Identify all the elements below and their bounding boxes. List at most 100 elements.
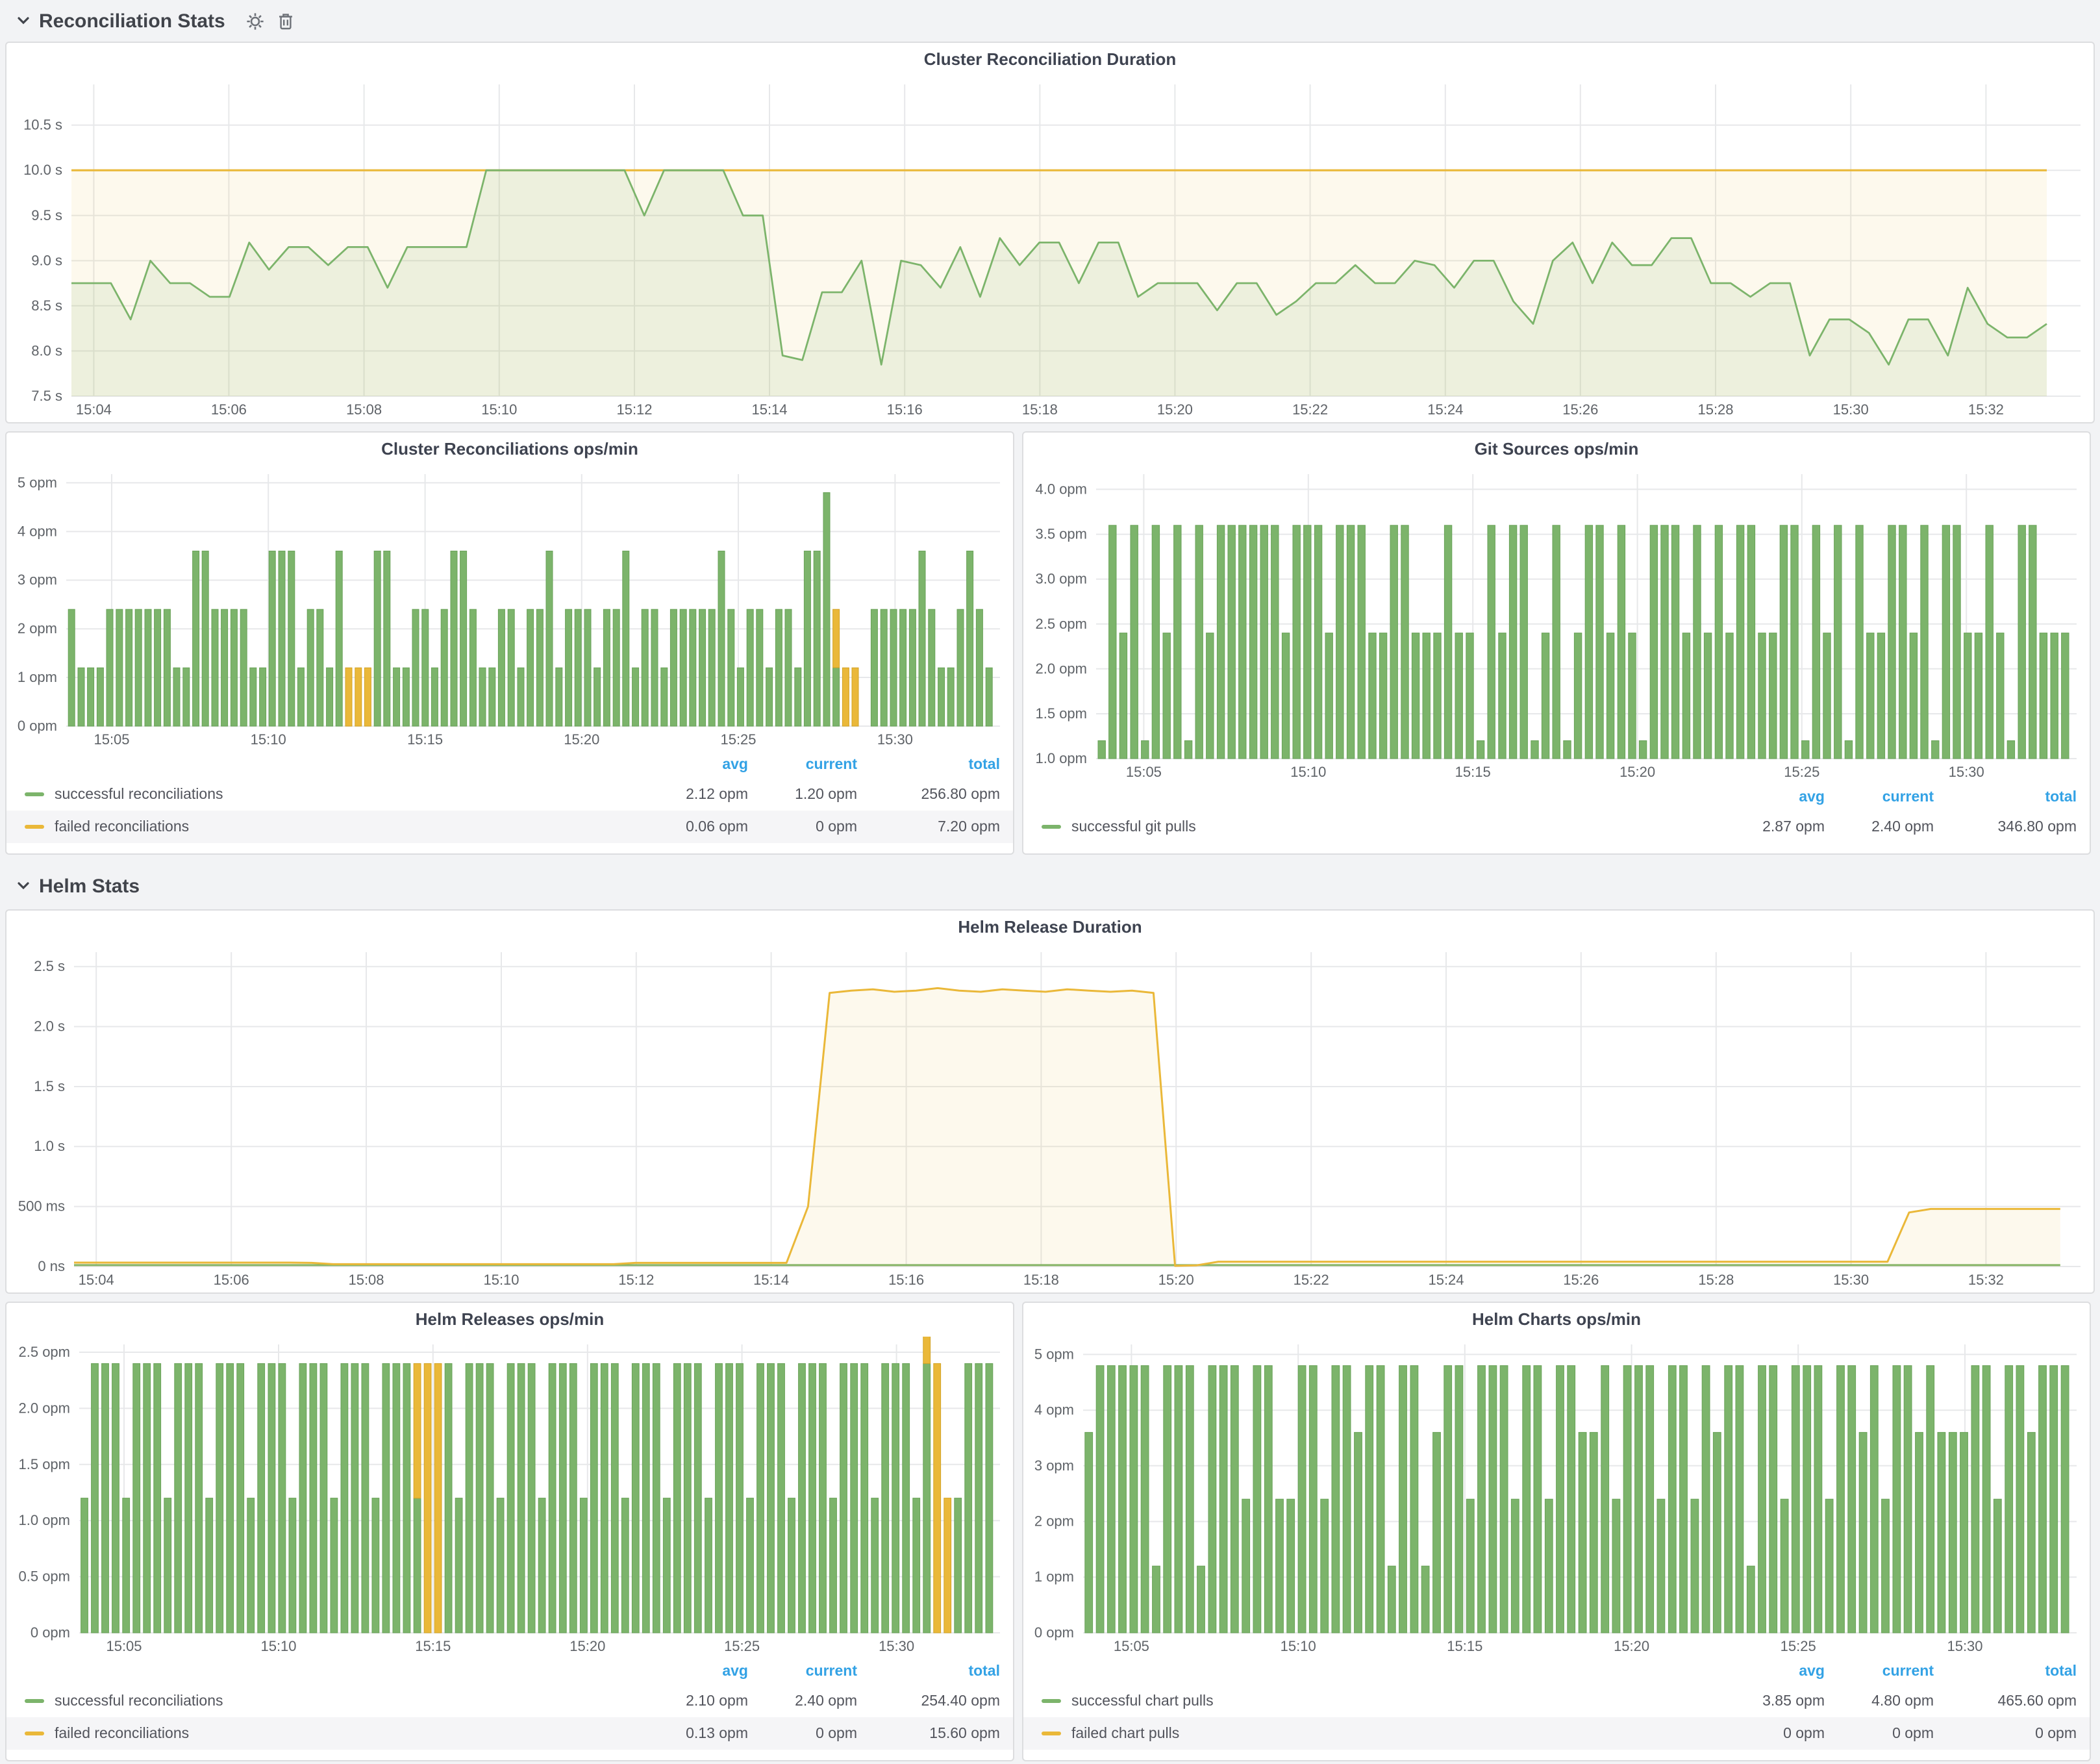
- cluster-reconciliations-chart[interactable]: 0 opm 1 opm 2 opm 3 opm 4 opm 5 opm 15:05 15:10…: [6, 466, 1013, 752]
- legend-col-total[interactable]: total: [968, 1664, 1000, 1680]
- legend-col-total[interactable]: total: [2045, 790, 2077, 805]
- svg-text:8.0 s: 8.0 s: [31, 342, 62, 359]
- legend-col-current[interactable]: current: [805, 757, 857, 773]
- helm-charts-chart[interactable]: 0 opm 1 opm 2 opm 3 opm 4 opm 5 opm 15:05 15:10…: [1023, 1337, 2090, 1659]
- legend-col-avg[interactable]: avg: [1799, 1664, 1825, 1680]
- legend-col-current[interactable]: current: [1882, 1664, 1934, 1680]
- svg-text:15:10: 15:10: [1290, 764, 1326, 780]
- legend-series-name[interactable]: successful reconciliations: [55, 787, 223, 802]
- section-helm-stats[interactable]: Helm Stats: [16, 870, 2095, 901]
- svg-text:15:26: 15:26: [1562, 401, 1598, 418]
- panel-title[interactable]: Cluster Reconciliations ops/min: [381, 439, 638, 459]
- svg-text:500 ms: 500 ms: [18, 1198, 65, 1215]
- panel-title[interactable]: Helm Charts ops/min: [1471, 1309, 1642, 1329]
- panel-title[interactable]: Helm Release Duration: [958, 917, 1142, 937]
- svg-text:15:25: 15:25: [720, 731, 756, 748]
- svg-text:15:26: 15:26: [1563, 1272, 1599, 1288]
- svg-text:9.0 s: 9.0 s: [31, 252, 62, 268]
- legend: avg current total successful reconciliat…: [6, 1659, 1013, 1760]
- legend-total-value: 465.60 opm: [1997, 1693, 2077, 1709]
- svg-text:15:15: 15:15: [415, 1638, 451, 1654]
- chevron-down-icon: [16, 13, 31, 29]
- svg-text:10.0 s: 10.0 s: [23, 162, 62, 178]
- panel-git-sources-opm: Git Sources ops/min 1.0 opm 1.5 opm 2.0 op…: [1022, 431, 2091, 855]
- cluster-reconciliation-duration-chart[interactable]: 7.5 s 8.0 s 8.5 s 9.0 s 9.5 s 10.0 s 10.5 s 15:…: [6, 77, 2094, 422]
- svg-text:4 opm: 4 opm: [18, 523, 57, 539]
- legend-series-name[interactable]: successful chart pulls: [1071, 1693, 1214, 1709]
- legend-col-total[interactable]: total: [2045, 1664, 2077, 1680]
- panel-helm-release-duration: Helm Release Duration 0 ns 500 ms 1.0 s 1.5…: [5, 909, 2095, 1294]
- legend-series-name[interactable]: failed reconciliations: [55, 1726, 190, 1741]
- svg-text:2.5 s: 2.5 s: [34, 958, 65, 974]
- svg-text:2.5 opm: 2.5 opm: [1036, 616, 1088, 632]
- gear-icon[interactable]: [244, 9, 267, 32]
- series-color-dash: [25, 1732, 44, 1735]
- svg-text:5 opm: 5 opm: [18, 474, 57, 490]
- svg-text:8.5 s: 8.5 s: [31, 297, 62, 314]
- panel-helm-charts-opm: Helm Charts ops/min 0 opm 1 opm 2 opm 3 opm…: [1022, 1302, 2091, 1761]
- legend: avg current total successful chart pulls…: [1023, 1659, 2090, 1760]
- series-color-dash: [25, 1699, 44, 1703]
- legend-col-avg[interactable]: avg: [722, 1664, 748, 1680]
- svg-text:4.0 opm: 4.0 opm: [1036, 481, 1088, 497]
- svg-text:15:15: 15:15: [407, 731, 443, 748]
- helm-releases-chart[interactable]: 0 opm 0.5 opm 1.0 opm 1.5 opm 2.0 opm 2.5 opm…: [6, 1337, 1013, 1659]
- section-title: Reconciliation Stats: [39, 10, 225, 32]
- svg-text:15:08: 15:08: [346, 401, 382, 418]
- svg-text:2.0 opm: 2.0 opm: [1036, 661, 1088, 677]
- legend-row-successful: successful reconciliations 2.12 opm 1.20…: [6, 778, 1013, 811]
- panel-title[interactable]: Cluster Reconciliation Duration: [923, 49, 1177, 69]
- legend-current-value: 2.40 opm: [1871, 819, 1934, 835]
- legend-col-current[interactable]: current: [805, 1664, 857, 1680]
- svg-text:0.5 opm: 0.5 opm: [19, 1569, 71, 1585]
- svg-text:15:05: 15:05: [1114, 1638, 1149, 1654]
- legend-total-value: 15.60 opm: [929, 1726, 1000, 1741]
- svg-text:15:08: 15:08: [348, 1272, 384, 1288]
- legend-current-value: 0 opm: [816, 819, 857, 835]
- section-reconciliation-stats[interactable]: Reconciliation Stats: [16, 5, 2095, 36]
- svg-text:15:15: 15:15: [1447, 1638, 1482, 1654]
- legend-avg-value: 0.06 opm: [686, 819, 748, 835]
- svg-text:15:16: 15:16: [888, 1272, 924, 1288]
- svg-text:15:30: 15:30: [1947, 1638, 1982, 1654]
- svg-text:15:30: 15:30: [877, 731, 913, 748]
- svg-text:15:04: 15:04: [79, 1272, 114, 1288]
- legend-current-value: 1.20 opm: [795, 787, 857, 802]
- svg-text:15:25: 15:25: [724, 1638, 760, 1654]
- helm-release-duration-chart[interactable]: 0 ns 500 ms 1.0 s 1.5 s 2.0 s 2.5 s 15:04 15:06…: [6, 944, 2094, 1292]
- legend-series-name[interactable]: successful reconciliations: [55, 1693, 223, 1709]
- trash-icon[interactable]: [275, 9, 298, 32]
- panel-title[interactable]: Git Sources ops/min: [1474, 439, 1639, 459]
- svg-text:15:20: 15:20: [1158, 1272, 1194, 1288]
- svg-text:15:20: 15:20: [569, 1638, 605, 1654]
- legend-total-value: 7.20 opm: [938, 819, 1000, 835]
- git-sources-chart[interactable]: 1.0 opm 1.5 opm 2.0 opm 2.5 opm 3.0 opm 3.5 o…: [1023, 466, 2090, 785]
- svg-text:15:28: 15:28: [1698, 1272, 1734, 1288]
- legend-avg-value: 2.10 opm: [686, 1693, 748, 1709]
- legend-series-name[interactable]: failed chart pulls: [1071, 1726, 1180, 1741]
- svg-text:15:24: 15:24: [1427, 401, 1463, 418]
- legend: avg current total successful git pulls 2…: [1023, 785, 2090, 853]
- legend-series-name[interactable]: failed reconciliations: [55, 819, 190, 835]
- svg-text:15:30: 15:30: [879, 1638, 914, 1654]
- panel-title[interactable]: Helm Releases ops/min: [415, 1309, 605, 1329]
- legend-col-current[interactable]: current: [1882, 790, 1934, 805]
- legend-col-total[interactable]: total: [968, 757, 1000, 773]
- legend-row-failed: failed chart pulls 0 opm 0 opm 0 opm: [1023, 1717, 2090, 1750]
- svg-text:15:10: 15:10: [481, 401, 517, 418]
- legend-row-failed: failed reconciliations 0.06 opm 0 opm 7.…: [6, 811, 1013, 843]
- svg-text:15:22: 15:22: [1292, 401, 1328, 418]
- svg-text:15:32: 15:32: [1968, 1272, 2004, 1288]
- legend-col-avg[interactable]: avg: [722, 757, 748, 773]
- svg-text:15:20: 15:20: [1157, 401, 1193, 418]
- svg-text:1 opm: 1 opm: [1034, 1569, 1074, 1585]
- legend-avg-value: 3.85 opm: [1762, 1693, 1825, 1709]
- legend-col-avg[interactable]: avg: [1799, 790, 1825, 805]
- svg-text:15:20: 15:20: [1614, 1638, 1649, 1654]
- svg-text:2.0 opm: 2.0 opm: [19, 1400, 71, 1416]
- svg-text:1 opm: 1 opm: [18, 669, 57, 685]
- legend-row-successful: successful reconciliations 2.10 opm 2.40…: [6, 1685, 1013, 1717]
- svg-text:0 opm: 0 opm: [1034, 1624, 1074, 1641]
- series-color-dash: [1042, 1732, 1061, 1735]
- legend-series-name[interactable]: successful git pulls: [1071, 819, 1196, 835]
